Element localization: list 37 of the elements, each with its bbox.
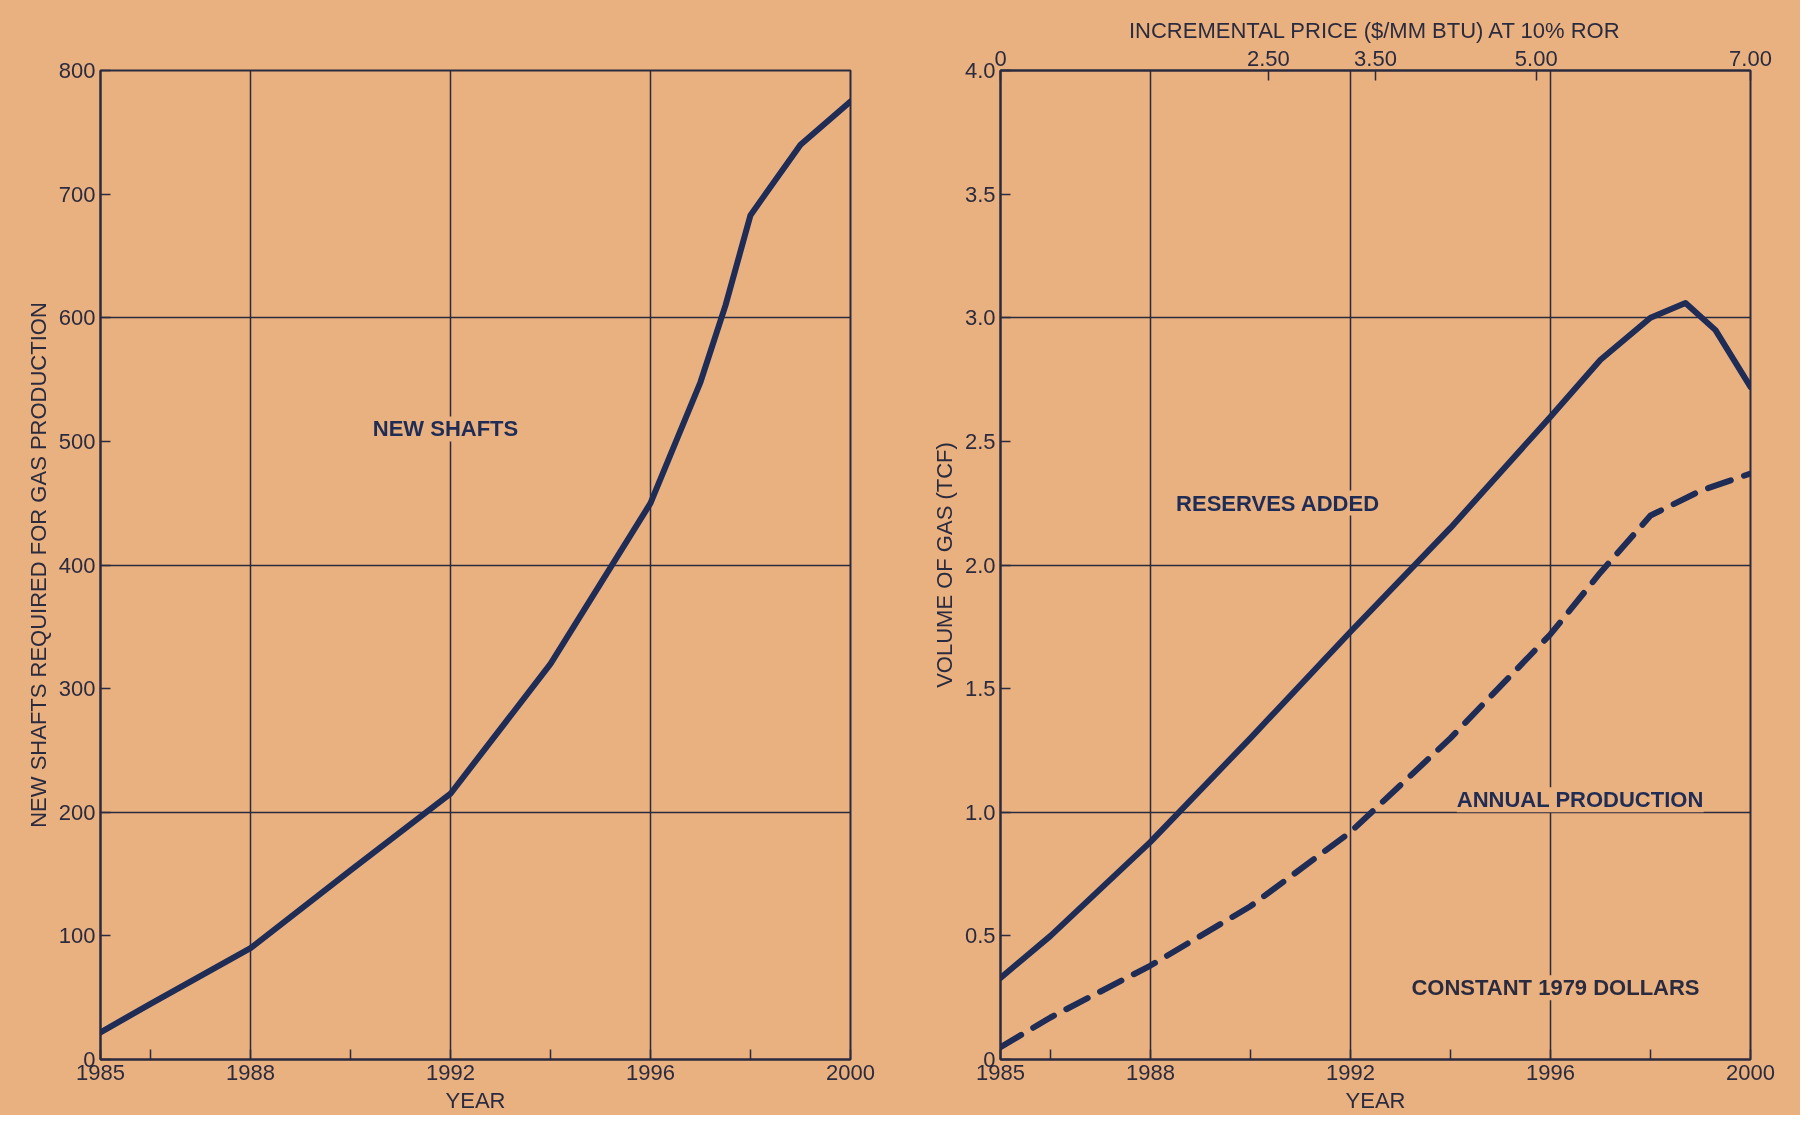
y-tick-label: 2.5 (964, 428, 996, 454)
x-axis-title: YEAR (445, 1087, 506, 1113)
y-axis-title: NEW SHAFTS REQUIRED FOR GAS PRODUCTION (25, 302, 51, 828)
annotation: CONSTANT 1979 DOLLARS (1411, 975, 1700, 1001)
x-tick-label: 1988 (226, 1059, 275, 1085)
y-tick-label: 400 (58, 552, 96, 578)
x-tick-label: 1992 (426, 1059, 475, 1085)
x2-tick-label: 7.00 (1729, 45, 1772, 71)
y-tick-label: 3.0 (964, 305, 996, 331)
x-tick-label: 2000 (1726, 1059, 1775, 1085)
y-tick-label: 100 (58, 923, 96, 949)
text: NEW SHAFTS (372, 416, 519, 442)
x2-tick-label: 3.50 (1354, 45, 1397, 71)
x-tick-label: 1996 (626, 1059, 675, 1085)
x-tick-label: 1992 (1326, 1059, 1375, 1085)
x-tick-label: 2000 (826, 1059, 875, 1085)
y-tick-label: 3.5 (964, 181, 996, 207)
y-tick-label: 4.0 (964, 58, 996, 83)
y-tick-label: 1.0 (964, 799, 996, 825)
y-tick-label: 1.5 (964, 676, 996, 702)
x-tick-label: 1988 (1126, 1059, 1175, 1085)
y-axis-title: VOLUME OF GAS (TCF) (931, 442, 957, 688)
y-tick-label: 2.0 (964, 552, 996, 578)
y-tick-label: 500 (58, 428, 96, 454)
y-tick-label: 0.5 (964, 923, 996, 949)
x-axis-title: YEAR (1345, 1087, 1406, 1113)
series-label: ANNUAL PRODUCTION (1456, 787, 1704, 813)
text: RESERVES ADDED (1176, 490, 1380, 516)
y-tick-label: 800 (58, 58, 96, 83)
x2-tick-label: 2.50 (1246, 45, 1290, 71)
x-tick-label: 1996 (1526, 1059, 1575, 1085)
x2-axis-title: INCREMENTAL PRICE ($/MM BTU) AT 10% ROR (1128, 17, 1620, 43)
y-tick-label: 600 (58, 305, 96, 331)
y-tick-label: 200 (58, 799, 96, 825)
y-tick-label: 300 (58, 676, 96, 702)
x2-tick-label: 5.00 (1514, 45, 1558, 71)
y-tick-label: 700 (58, 181, 96, 207)
